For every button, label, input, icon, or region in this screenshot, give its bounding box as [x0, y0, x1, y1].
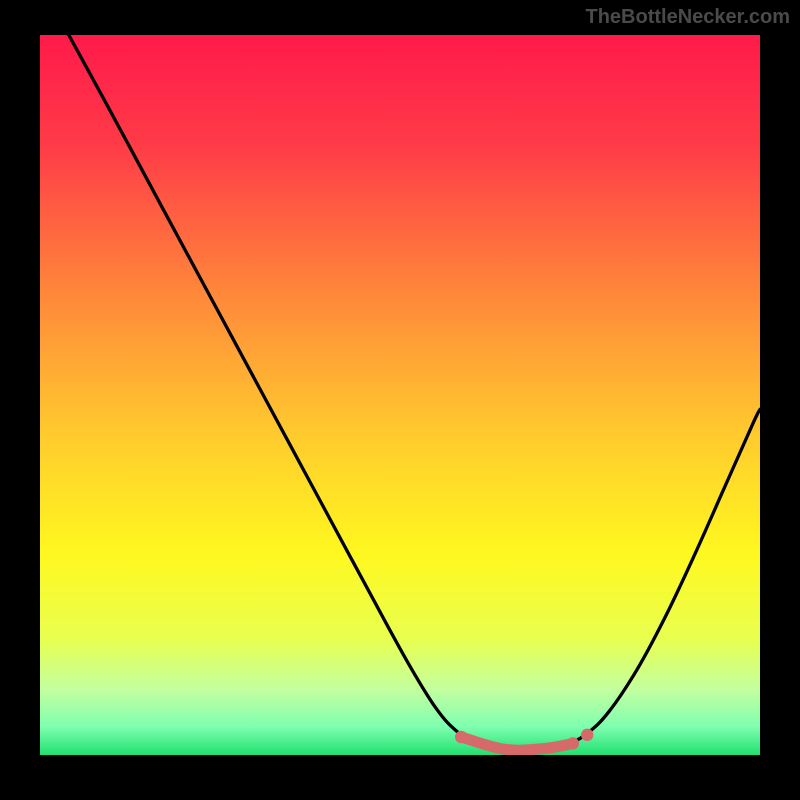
highlight-marker: [581, 729, 593, 741]
chart-container: TheBottleNecker.com: [0, 0, 800, 800]
highlight-marker: [455, 731, 467, 743]
bottleneck-chart: [0, 0, 800, 800]
highlight-marker: [567, 737, 579, 749]
watermark-text: TheBottleNecker.com: [585, 6, 790, 29]
